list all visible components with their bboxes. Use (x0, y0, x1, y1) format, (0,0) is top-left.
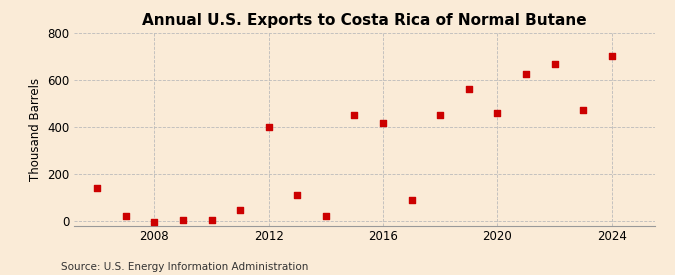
Point (92, 186, 103, 190)
Point (492, 111, 503, 115)
Point (235, 208, 246, 213)
Point (549, 61, 560, 66)
Point (578, 108, 589, 113)
Text: Source: U.S. Energy Information Administration: Source: U.S. Energy Information Administ… (61, 262, 308, 272)
Point (206, 218, 217, 222)
Point (292, 193, 302, 197)
Point (606, 54, 617, 59)
Point (464, 87, 475, 92)
Point (120, 214, 131, 218)
Point (435, 113, 446, 117)
Y-axis label: Thousand Barrels: Thousand Barrels (28, 78, 42, 181)
Point (321, 214, 331, 218)
Point (406, 197, 417, 202)
Point (263, 125, 274, 129)
Title: Annual U.S. Exports to Costa Rica of Normal Butane: Annual U.S. Exports to Costa Rica of Nor… (142, 13, 587, 28)
Point (149, 220, 160, 224)
Point (178, 218, 188, 222)
Point (349, 113, 360, 117)
Point (520, 72, 531, 76)
Point (378, 121, 389, 126)
